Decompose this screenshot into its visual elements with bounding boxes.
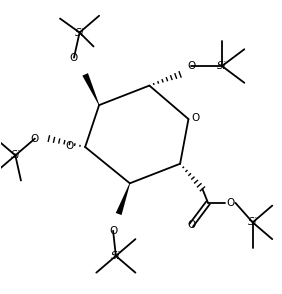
Text: O: O (226, 198, 234, 208)
Text: Si: Si (75, 28, 84, 38)
Text: O: O (191, 113, 200, 123)
Text: O: O (31, 134, 39, 144)
Text: O: O (187, 220, 195, 230)
Text: O: O (109, 226, 117, 236)
Polygon shape (116, 183, 130, 215)
Text: Si: Si (111, 251, 121, 261)
Text: Si: Si (217, 61, 227, 71)
Text: Si: Si (11, 150, 20, 160)
Polygon shape (82, 73, 99, 105)
Text: O: O (70, 53, 78, 63)
Text: O: O (187, 61, 195, 71)
Text: O: O (66, 141, 74, 151)
Text: Si: Si (248, 217, 257, 227)
